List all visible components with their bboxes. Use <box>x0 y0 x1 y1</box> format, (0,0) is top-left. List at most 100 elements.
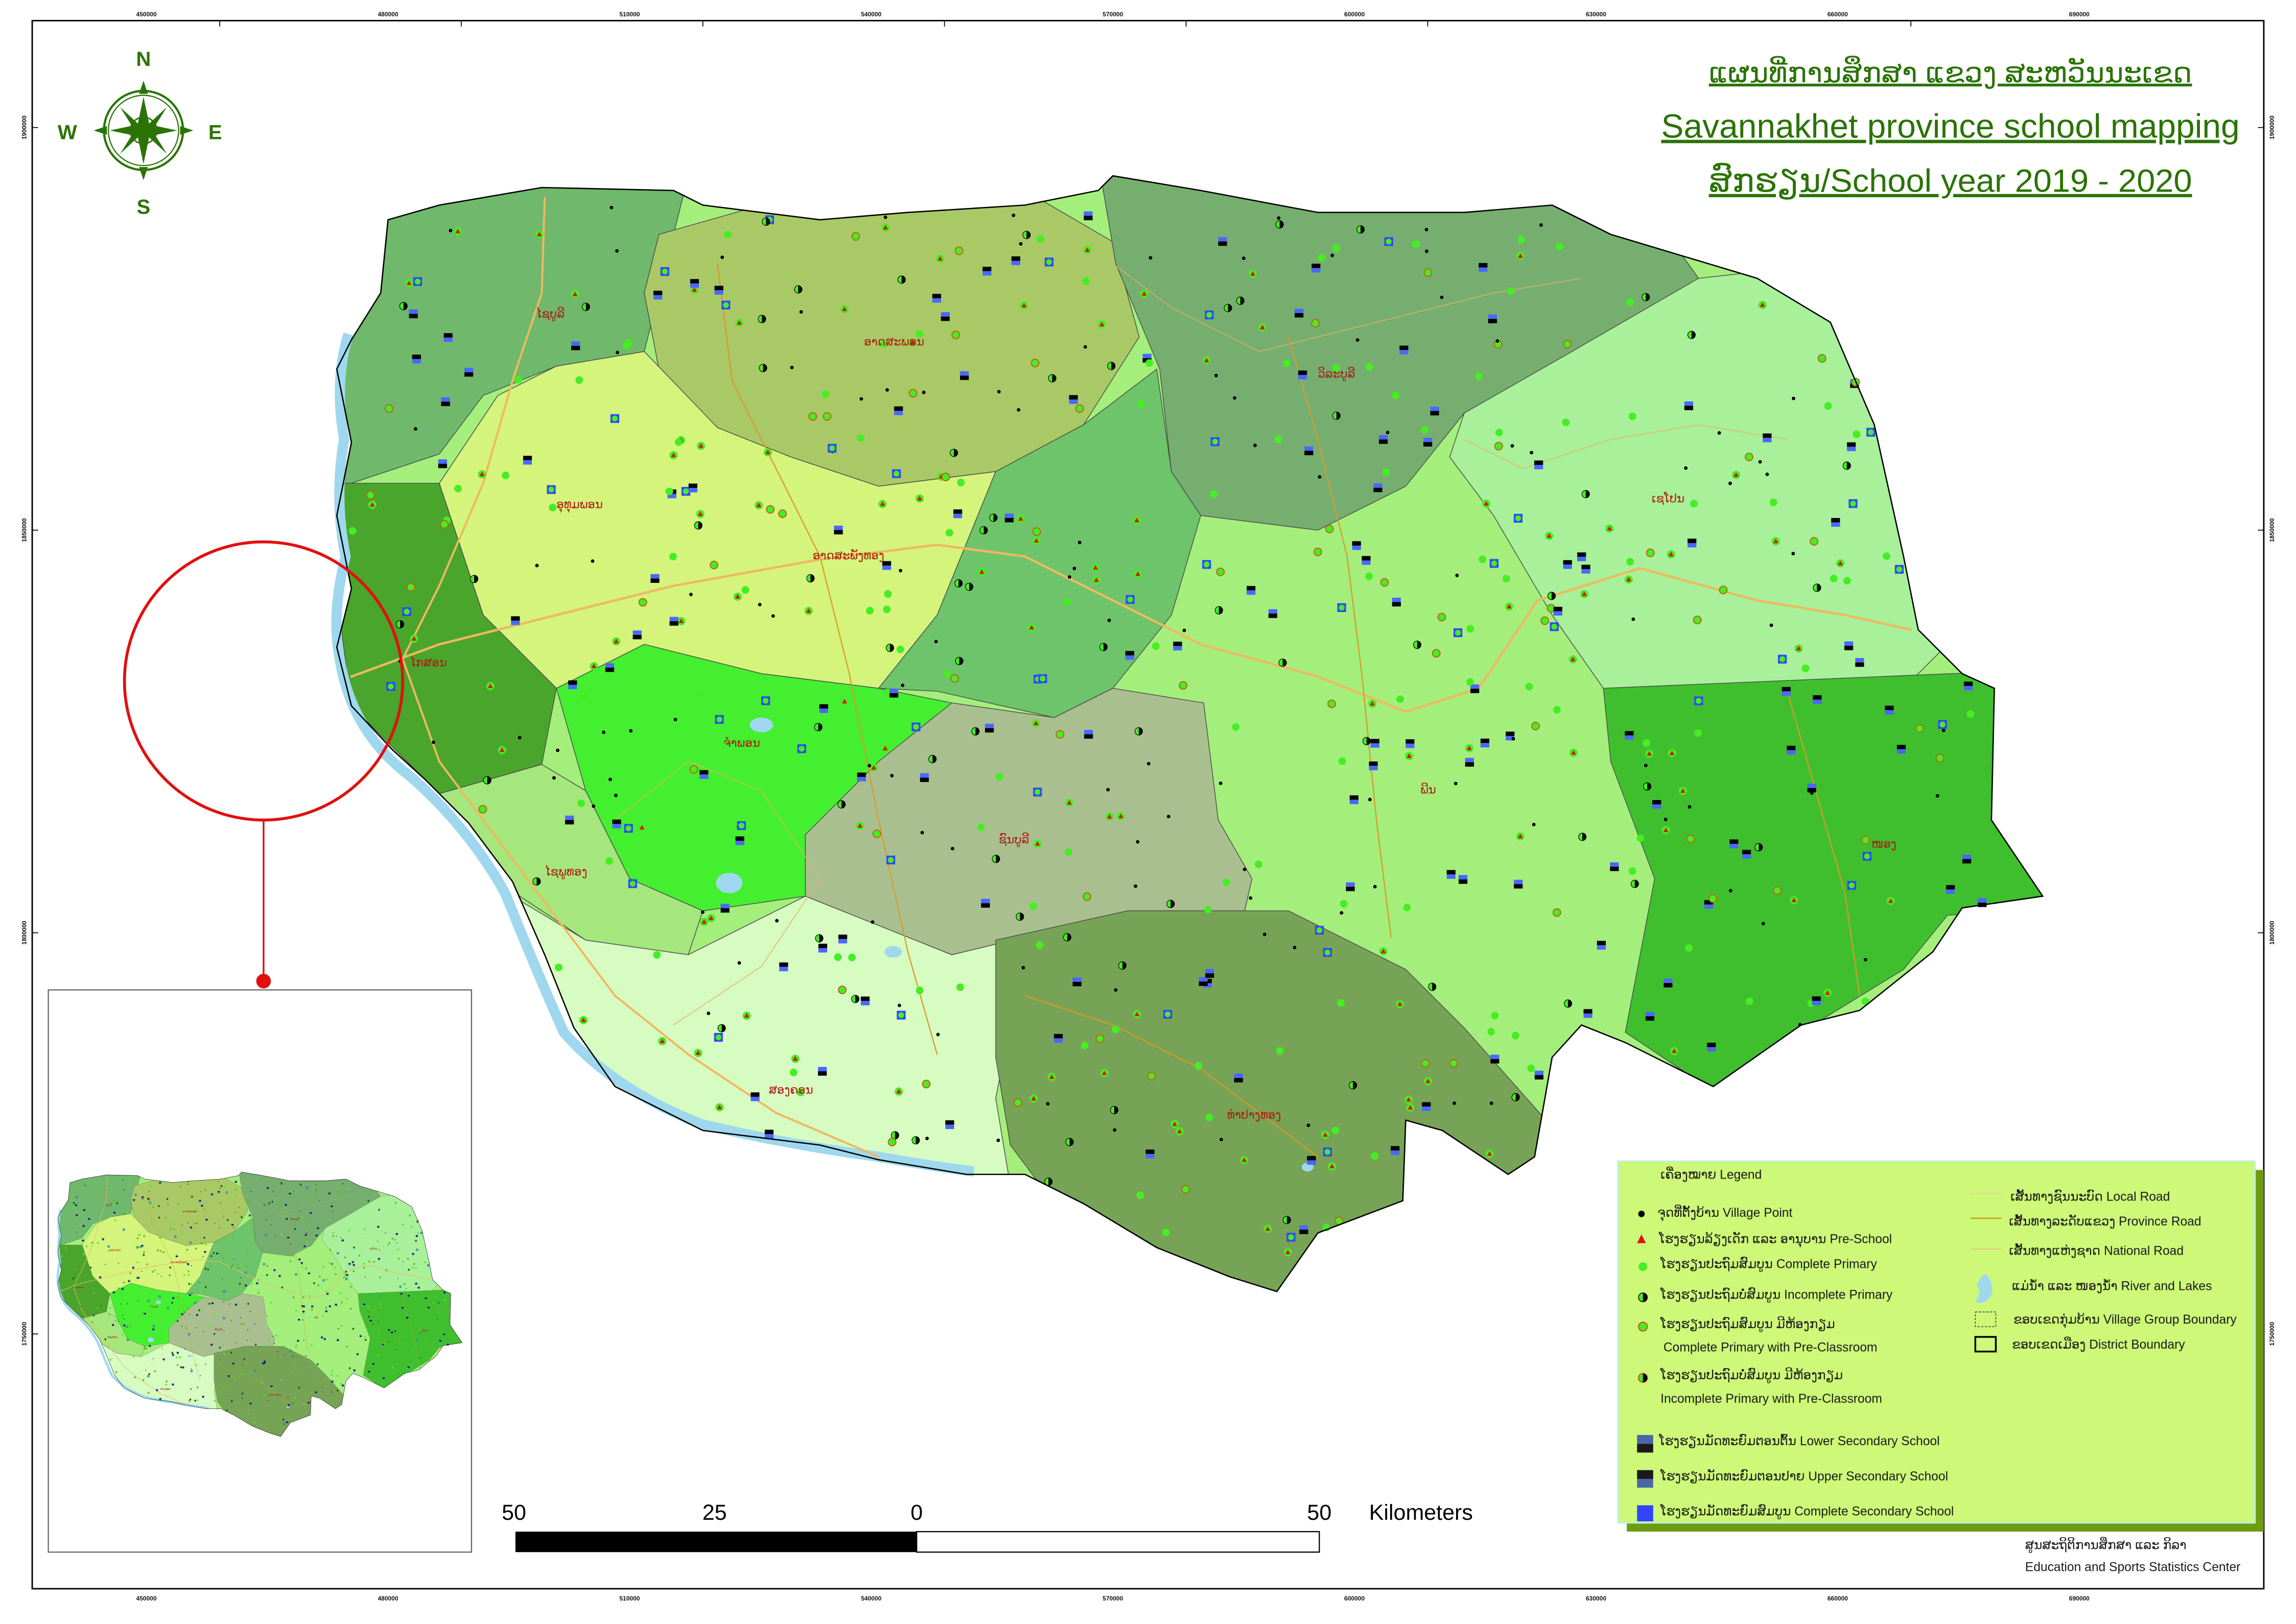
incomplete-primary-marker <box>1564 999 1573 1008</box>
village-point-marker <box>1644 764 1648 767</box>
complete-primary-preclass-marker <box>1810 537 1819 546</box>
pre-school-marker <box>1605 524 1614 533</box>
incomplete-primary-marker <box>1578 833 1587 841</box>
legend-label: ເສັ້ນທາງແຫ່ງຊາດ National Road <box>2009 1243 2184 1258</box>
complete-secondary-marker <box>828 443 837 453</box>
village-point-marker <box>890 773 894 778</box>
incomplete-primary-marker <box>399 302 408 311</box>
incomplete-primary-marker <box>928 755 937 763</box>
complete-primary-preclass-marker <box>1311 319 1320 328</box>
pre-school-marker <box>535 230 544 239</box>
complete-primary-preclass-marker <box>1432 649 1441 658</box>
legend-label: ຈຸດທີ່ຕັ້ງບ້ານ Village Point <box>1657 1205 1792 1221</box>
upper-secondary-marker <box>1173 642 1182 651</box>
complete-primary-marker <box>896 645 904 653</box>
complete-secondary-marker <box>1044 257 1053 267</box>
lower-secondary-marker <box>441 397 450 406</box>
complete-primary-marker <box>1525 682 1533 691</box>
pre-school-marker <box>1886 897 1895 905</box>
pre-school-marker <box>1016 514 1025 523</box>
complete-primary-marker <box>884 590 892 598</box>
village-point-marker <box>1728 889 1732 893</box>
complete-primary-marker <box>1194 1062 1203 1070</box>
lake <box>749 717 774 733</box>
incomplete-primary-marker <box>806 574 815 583</box>
complete-primary-marker <box>1555 243 1563 251</box>
title-english: Savannakhet province school mapping <box>1661 107 2240 145</box>
province-road <box>1786 688 1861 997</box>
lower-secondary-icon <box>1637 1435 1653 1453</box>
upper-secondary-marker <box>838 934 848 944</box>
upper-secondary-marker <box>1946 885 1955 894</box>
complete-primary-marker <box>653 951 661 959</box>
complete-secondary-marker <box>1126 595 1135 604</box>
village-point-marker <box>996 1138 1000 1142</box>
lower-secondary-marker <box>1490 1054 1500 1064</box>
incomplete-primary-marker <box>470 575 479 583</box>
complete-primary-preclass-marker <box>808 412 817 421</box>
upper-secondary-marker <box>1125 651 1134 660</box>
incomplete-primary-marker <box>979 526 988 535</box>
upper-secondary-marker <box>1787 745 1796 755</box>
complete-primary-marker <box>1495 429 1503 437</box>
complete-primary-preclass-marker <box>1380 578 1389 587</box>
complete-secondary-marker <box>797 744 806 754</box>
pre-school-marker <box>579 1016 588 1024</box>
village-point-marker <box>1318 475 1322 479</box>
complete-secondary-marker <box>1862 852 1871 861</box>
village-point-marker <box>1539 223 1543 227</box>
lower-secondary-marker <box>834 525 843 535</box>
incomplete-primary-marker <box>851 995 860 1003</box>
pre-school-marker <box>1092 576 1101 584</box>
complete-primary-marker <box>741 586 749 594</box>
complete-primary-marker <box>880 340 888 348</box>
legend-label: ໂຮງຮຽນປະຖົມບໍ່ສົມບູນ Incomplete Primary <box>1660 1287 1893 1303</box>
x-tick-label: 510000 <box>619 11 640 18</box>
village-point-marker <box>629 729 633 733</box>
complete-secondary-marker <box>1777 654 1787 664</box>
village-point-marker <box>1219 781 1223 785</box>
complete-primary-marker <box>1626 298 1634 307</box>
pre-school-marker <box>1368 699 1377 708</box>
village-point-marker <box>1182 628 1186 632</box>
lower-secondary-marker <box>1664 978 1673 987</box>
village-point-marker <box>1368 797 1372 802</box>
village-point-marker <box>1219 1138 1223 1142</box>
village-point-marker <box>799 310 803 314</box>
village-point-marker <box>1067 575 1071 579</box>
upper-secondary-marker <box>1553 606 1562 616</box>
incomplete-primary-marker <box>1022 230 1031 239</box>
incomplete-primary-marker <box>1134 727 1143 736</box>
incomplete-primary-marker <box>717 1024 726 1032</box>
incomplete-primary-marker <box>1118 961 1127 970</box>
upper-secondary-marker <box>1704 900 1714 909</box>
title-year: ສົກຮຽນ/School year 2019 - 2020 <box>1709 163 2192 200</box>
pre-school-marker <box>658 1037 667 1046</box>
village-point-marker <box>1017 408 1021 412</box>
complete-primary-marker <box>1332 364 1340 372</box>
pre-school-marker <box>1516 252 1525 261</box>
village-point-marker <box>1532 822 1536 827</box>
complete-primary-preclass-marker <box>1449 1059 1458 1068</box>
complete-secondary-marker <box>1938 720 1947 729</box>
complete-primary-marker <box>1274 435 1282 443</box>
pre-school-marker <box>638 823 646 832</box>
village-point-marker <box>608 778 612 782</box>
village-point-marker <box>1262 932 1267 936</box>
complete-primary-marker <box>554 963 563 972</box>
village-point-marker <box>1373 885 1377 889</box>
village-point-marker <box>700 910 705 914</box>
x-tick-label: 630000 <box>1586 11 1606 18</box>
incomplete-primary-marker <box>1110 1105 1118 1114</box>
complete-primary-marker <box>724 230 732 239</box>
village-point-marker <box>673 718 677 721</box>
complete-primary-marker <box>1063 598 1071 606</box>
incomplete-primary-marker <box>1349 1081 1357 1090</box>
complete-primary-marker <box>977 823 985 831</box>
legend-header: ເຄື່ອງໝາຍ Legend <box>1660 1167 1762 1182</box>
upper-secondary-marker <box>1763 433 1772 442</box>
complete-primary-marker <box>1746 997 1754 1005</box>
village-point-icon <box>1638 1210 1645 1217</box>
upper-secondary-marker <box>1583 1009 1592 1018</box>
complete-primary-marker <box>1392 391 1400 399</box>
